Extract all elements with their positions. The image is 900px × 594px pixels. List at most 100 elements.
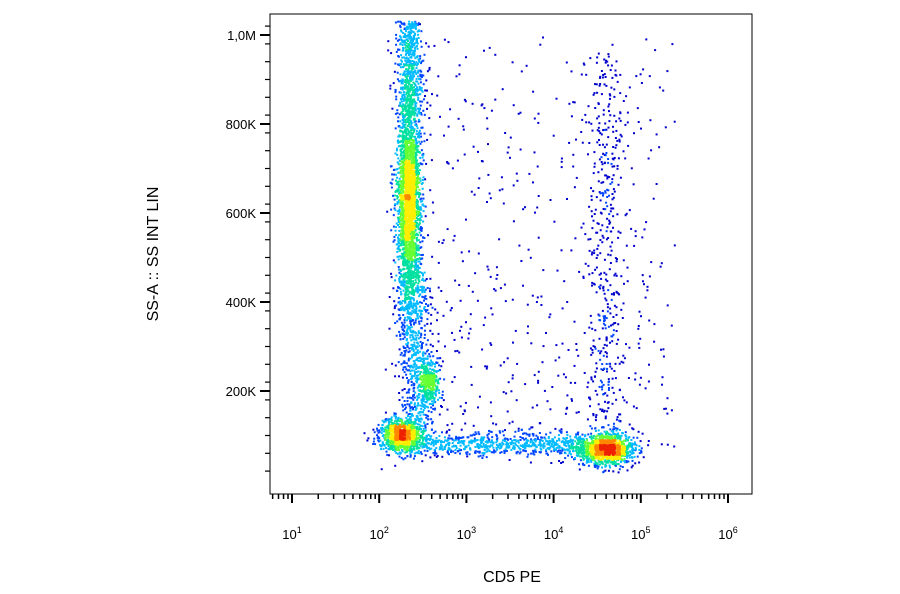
scatter-point [415,311,418,314]
scatter-point [395,43,398,46]
scatter-point [429,437,432,440]
scatter-point [639,440,642,443]
scatter-point [470,190,473,193]
scatter-point [412,132,414,135]
scatter-point [410,68,413,71]
scatter-point [564,457,567,460]
scatter-point [492,451,495,454]
scatter-point [417,366,419,369]
scatter-point [405,362,408,365]
scatter-point [609,203,612,206]
scatter-point [413,114,416,117]
scatter-point [414,164,417,167]
scatter-point [545,439,548,442]
scatter-point [413,86,416,89]
scatter-point [614,146,617,149]
scatter-point [416,416,419,419]
scatter-point [551,443,553,446]
scatter-point [420,301,423,304]
scatter-point [484,440,487,443]
scatter-point [542,443,545,446]
scatter-point [447,125,450,128]
scatter-point [416,47,419,50]
scatter-point [393,173,396,176]
scatter-point [404,298,406,301]
scatter-point [434,365,436,368]
scatter-point [424,279,427,282]
scatter-point [412,26,415,29]
scatter-point [408,93,410,96]
scatter-point [407,45,410,48]
scatter-point [618,413,620,416]
scatter-point [501,441,504,444]
scatter-point [401,405,404,408]
scatter-point [603,319,606,322]
scatter-point [402,99,405,102]
scatter-point [460,251,463,254]
scatter-point [574,237,577,240]
scatter-point [559,449,562,452]
scatter-point [515,399,518,402]
scatter-point [410,326,413,329]
scatter-point [420,443,423,446]
scatter-point [409,276,412,279]
scatter-point [587,433,590,436]
scatter-point [416,287,419,290]
scatter-point [585,73,588,76]
scatter-point [440,444,443,447]
scatter-point [418,295,421,298]
scatter-point [447,41,450,44]
scatter-point [550,450,553,453]
scatter-point [531,426,534,429]
scatter-point [399,268,402,271]
scatter-point [415,441,418,444]
scatter-point [423,324,426,327]
scatter-point [548,316,551,319]
scatter-point [422,197,425,200]
scatter-point [446,451,449,453]
scatter-point [409,139,412,142]
scatter-point [590,187,592,190]
scatter-point [619,436,621,439]
scatter-point [415,288,418,291]
scatter-point [605,174,608,177]
scatter-point [607,424,610,427]
scatter-point [427,304,430,307]
scatter-point [417,317,419,320]
scatter-point [415,64,418,67]
scatter-point [401,275,404,278]
scatter-point [451,445,454,448]
scatter-point [437,261,440,264]
scatter-point [404,80,406,83]
scatter-point [381,441,384,444]
scatter-point [391,423,394,426]
scatter-point [622,396,624,399]
scatter-point [644,296,647,299]
scatter-point [422,431,425,434]
scatter-point [422,176,425,179]
scatter-point [398,330,401,333]
scatter-point [613,460,616,463]
scatter-point [498,430,501,433]
scatter-point [447,437,450,440]
scatter-point [400,232,403,235]
scatter-point [399,333,402,336]
scatter-point [409,56,412,59]
scatter-point [464,445,467,448]
scatter-point [496,448,498,451]
scatter-point [407,254,410,257]
scatter-point [608,219,611,222]
scatter-point [396,190,399,193]
scatter-point [608,222,611,225]
scatter-point [456,159,459,162]
scatter-point [413,275,416,278]
scatter-point [569,438,572,441]
scatter-point [418,423,421,426]
scatter-point [597,180,600,183]
scatter-point [556,443,559,446]
scatter-point [407,304,409,307]
scatter-point [409,282,411,285]
scatter-point [611,165,614,168]
scatter-point [377,435,380,438]
